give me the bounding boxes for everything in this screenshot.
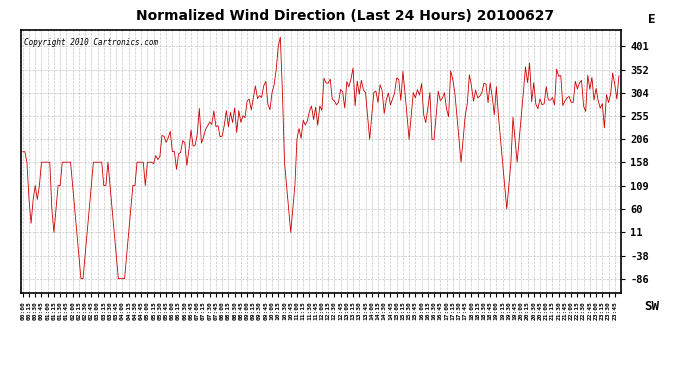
- Text: SW: SW: [644, 300, 660, 313]
- Text: E: E: [649, 13, 655, 26]
- Text: Normalized Wind Direction (Last 24 Hours) 20100627: Normalized Wind Direction (Last 24 Hours…: [136, 9, 554, 23]
- Text: Copyright 2010 Cartronics.com: Copyright 2010 Cartronics.com: [23, 38, 158, 47]
